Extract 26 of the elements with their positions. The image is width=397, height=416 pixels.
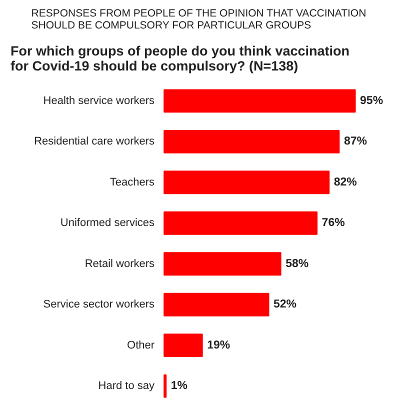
- data-label: 58%: [286, 258, 309, 270]
- bar: [164, 252, 282, 276]
- y-tick-label: Teachers: [110, 176, 156, 188]
- data-label: 1%: [170, 380, 188, 392]
- bar: [164, 130, 340, 154]
- data-label: 52%: [274, 298, 297, 311]
- data-label: 95%: [360, 94, 384, 107]
- chart-title: RESPONSES FROM PEOPLE OF THE OPINION THAT VACCINATION SHOULD BE COMPULSORY FOR PARTICULAR GROUPS: [31, 8, 366, 32]
- y-tick-label: Health service workers: [43, 94, 156, 107]
- data-label: 19%: [207, 339, 230, 352]
- bar: [164, 89, 356, 113]
- y-tick-label: Residential care workers: [34, 136, 156, 148]
- data-label: 76%: [322, 217, 345, 230]
- y-tick-label: Service sector workers: [43, 298, 156, 311]
- y-tick-label: Hard to say: [98, 380, 156, 392]
- y-tick-label: Uniformed services: [60, 217, 156, 230]
- bar: [164, 170, 330, 194]
- data-label: 87%: [344, 136, 367, 148]
- data-label: 82%: [334, 176, 357, 188]
- y-tick-label: Retail workers: [84, 258, 156, 270]
- bar: [164, 374, 167, 398]
- bar: [164, 211, 318, 235]
- bar: [164, 334, 203, 358]
- chart-subtitle: For which groups of people do you think vaccination for Covid-19 should be compulsory? (N=138): [10, 44, 350, 74]
- bar: [164, 292, 270, 316]
- y-tick-label: Other: [127, 339, 155, 352]
